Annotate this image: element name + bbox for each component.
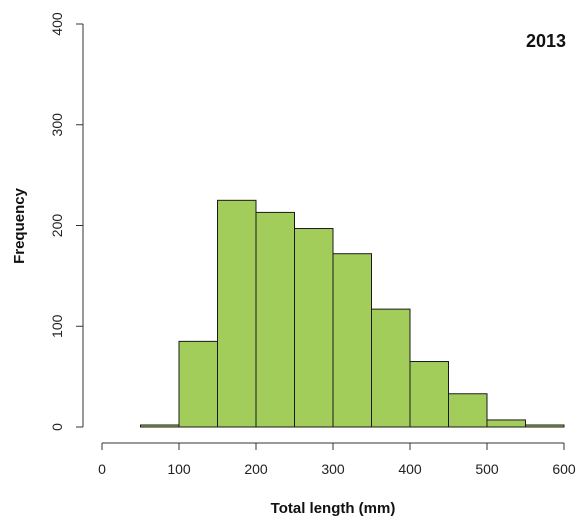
x-tick-label: 600 [552,461,576,477]
x-tick-label: 100 [167,461,191,477]
y-tick-label: 300 [49,113,65,137]
chart-title: 2013 [526,31,566,51]
histogram-bar [371,308,411,428]
x-tick-label: 500 [475,461,499,477]
y-axis-title: Frequency [11,187,28,264]
y-tick-label: 0 [49,423,65,431]
y-tick-label: 100 [49,314,65,338]
histogram-bar [294,228,334,428]
x-axis-title: Total length (mm) [271,500,396,517]
bars-group [140,199,565,428]
histogram-bar [178,340,218,428]
histogram-bar [217,199,257,428]
histogram-bar [448,393,488,428]
x-tick-label: 200 [244,461,268,477]
x-tick-label: 300 [321,461,345,477]
histogram-bar [332,253,372,428]
y-tick-label: 200 [49,214,65,238]
histogram-bar [486,419,526,428]
y-axis: 0 100 200 300 400 [49,12,84,431]
y-tick-label: 400 [49,12,65,36]
x-axis: 0 100 200 300 400 500 600 [98,442,576,477]
x-tick-label: 400 [398,461,422,477]
histogram-bar [525,424,565,428]
histogram-bar [255,211,295,428]
histogram-bar [409,361,449,428]
x-tick-label: 0 [98,461,106,477]
histogram-bar [140,424,180,428]
